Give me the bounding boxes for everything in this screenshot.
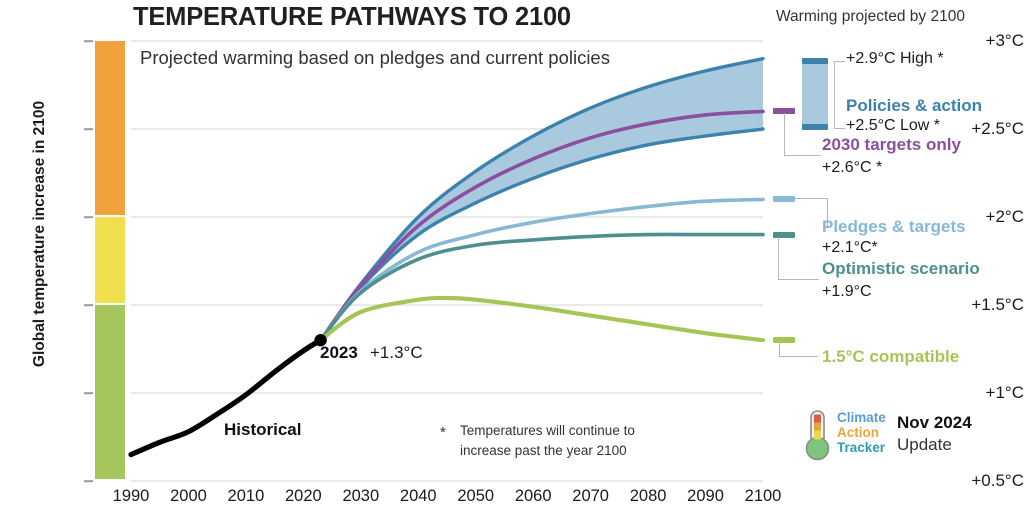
thermometer-icon	[805, 410, 830, 461]
legend-range-bar	[802, 58, 828, 129]
series-line	[318, 197, 765, 342]
cat-logo-text: Climate Action Tracker	[837, 410, 886, 455]
marker-value-label: +1.3°C	[370, 343, 423, 362]
y-tick-label: +1°C	[985, 383, 1024, 402]
footnote-line-1: Temperatures will continue to	[460, 423, 635, 438]
x-tick-label: 2100	[744, 487, 782, 505]
y-tick-label: +3°C	[985, 31, 1024, 50]
legend-value-pledges: +2.1°C*	[822, 239, 878, 257]
footnote-asterisk: *	[440, 424, 446, 441]
x-tick-label: 2080	[629, 487, 667, 505]
legend-name-2030-targets: 2030 targets only	[822, 135, 961, 155]
series-line	[318, 127, 765, 342]
series-line	[318, 109, 765, 342]
y-tick-label: +2.5°C	[971, 119, 1024, 138]
legend-swatch-15c	[773, 337, 795, 344]
x-tick-label: 1990	[112, 487, 150, 505]
logo-line-2: Action	[837, 425, 879, 441]
y-tick-mark	[84, 216, 93, 218]
x-tick-label: 2070	[572, 487, 609, 505]
y-tick-mark	[84, 128, 93, 130]
legend-value-high: +2.9°C High *	[846, 49, 944, 67]
year-marker-dot	[314, 334, 327, 347]
legend-leader	[795, 198, 828, 228]
y-tick-mark	[84, 304, 93, 306]
x-tick-label: 2000	[170, 487, 207, 505]
y-tick-mark	[84, 392, 93, 394]
legend-name-15c: 1.5°C compatible	[822, 347, 960, 367]
legend-swatch-optimistic	[773, 231, 795, 238]
x-tick-label: 2040	[399, 487, 437, 505]
page-title: TEMPERATURE PATHWAYS TO 2100	[133, 3, 571, 31]
x-tick-label: 2050	[457, 487, 495, 505]
colorbar-segment	[95, 41, 125, 215]
legend-name-policies: Policies & action	[846, 95, 983, 115]
logo-line-3: Tracker	[837, 440, 886, 456]
marker-year-label: 2023	[320, 343, 358, 362]
legend-name-optimistic: Optimistic scenario	[822, 258, 980, 278]
page-subtitle: Projected warming based on pledges and c…	[140, 47, 610, 68]
legend-heading: Warming projected by 2100	[776, 8, 965, 25]
legend-value-2030-targets: +2.6°C *	[822, 159, 883, 177]
legend-range-cap-low	[802, 124, 828, 130]
x-tick-label: 2090	[687, 487, 724, 505]
policies-action-band	[320, 58, 763, 341]
x-tick-label: 2020	[285, 487, 322, 505]
update-month: Nov 2024	[897, 413, 972, 432]
legend-name-pledges: Pledges & targets	[822, 217, 966, 237]
cat-logo	[803, 408, 833, 467]
y-tick-mark	[84, 40, 93, 42]
logo-line-1: Climate	[837, 410, 886, 425]
colorbar-segment	[95, 217, 125, 303]
legend-leader	[779, 342, 818, 358]
series-line	[318, 295, 766, 343]
series-line	[318, 232, 765, 342]
legend-swatch-pledges	[773, 196, 795, 203]
legend-leader	[834, 60, 845, 129]
x-tick-label: 2060	[514, 487, 552, 505]
y-tick-label: +0.5°C	[971, 471, 1024, 490]
legend-swatch-2030-targets	[773, 108, 795, 115]
x-tick-label: 2030	[342, 487, 380, 505]
y-tick-label: +1.5°C	[971, 295, 1024, 314]
x-tick-label: 2010	[227, 487, 265, 505]
series-line	[128, 337, 324, 458]
y-tick-mark	[84, 480, 93, 482]
legend-leader	[784, 113, 821, 157]
legend-value-low: +2.5°C Low *	[846, 117, 941, 134]
colorbar-segment	[95, 305, 125, 479]
footnote: Temperatures will continue to increase p…	[460, 421, 635, 460]
legend-leader	[778, 236, 819, 280]
update-word: Update	[897, 435, 952, 454]
series-line	[318, 56, 765, 342]
footnote-line-2: increase past the year 2100	[460, 442, 627, 458]
legend-value-optimistic: +1.9°C	[822, 282, 872, 300]
y-tick-label: +2°C	[985, 207, 1024, 226]
legend-range-cap-high	[802, 57, 828, 64]
historical-label: Historical	[224, 420, 302, 439]
